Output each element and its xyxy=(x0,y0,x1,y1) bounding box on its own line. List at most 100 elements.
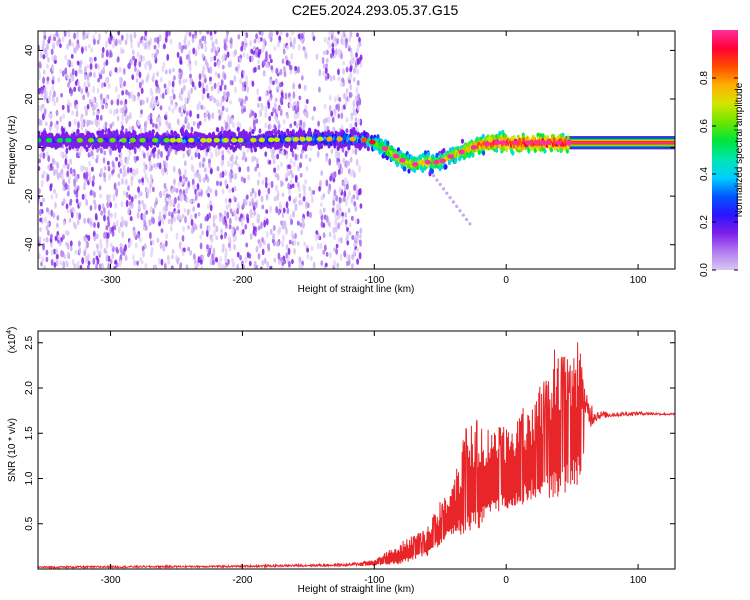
spectrogram-speckle xyxy=(299,153,303,160)
spectrogram-speckle xyxy=(226,211,230,219)
spectrogram-speckle xyxy=(338,97,342,102)
spectrogram-speckle xyxy=(64,158,68,166)
spectrogram-speckle xyxy=(312,261,316,269)
spectrogram-speckle xyxy=(121,106,125,115)
spectrogram-core-point xyxy=(493,140,501,146)
spectrogram-speckle xyxy=(356,218,360,225)
spectrogram-core-point xyxy=(411,161,419,167)
spectrogram-speckle xyxy=(268,123,272,130)
spectrogram-speckle xyxy=(352,76,356,83)
spectrogram-speckle xyxy=(55,109,59,117)
spectrogram-speckle xyxy=(89,205,93,211)
spectrogram-speckle xyxy=(63,31,67,37)
spectrogram-speckle xyxy=(156,162,160,168)
spectrogram-speckle xyxy=(341,147,345,153)
spectrogram-speckle xyxy=(235,66,238,72)
spectrogram-speckle xyxy=(278,82,282,88)
spectrogram-speckle xyxy=(315,230,319,235)
spectrogram-speckle xyxy=(194,49,198,57)
spectrogram-speckle xyxy=(87,234,91,242)
spectrogram-speckle xyxy=(154,52,157,60)
spectrogram-speckle xyxy=(435,178,439,182)
spectrogram-speckle xyxy=(42,197,45,203)
spectrogram-speckle xyxy=(350,57,354,65)
spectrogram-speckle xyxy=(246,147,250,154)
spectrogram-point xyxy=(553,145,557,151)
spectrogram-speckle xyxy=(38,158,41,164)
spectrogram-speckle xyxy=(261,259,265,266)
spectrogram-speckle xyxy=(116,115,120,122)
spectrogram-speckle xyxy=(70,89,74,94)
spectrogram-speckle xyxy=(151,208,155,215)
spectrogram-speckle xyxy=(281,58,285,64)
spectrogram-speckle xyxy=(207,67,211,74)
spectrogram-speckle xyxy=(92,97,95,104)
spectrogram-point xyxy=(430,168,435,174)
spectrogram-speckle xyxy=(289,158,293,164)
spectrogram-speckle xyxy=(54,122,57,129)
spectrogram-speckle xyxy=(90,120,94,125)
spectrogram-speckle xyxy=(174,103,177,111)
spectrogram-speckle xyxy=(165,200,169,207)
spectrogram-speckle xyxy=(113,212,117,220)
spectrogram-speckle xyxy=(294,232,297,240)
spectrogram-speckle xyxy=(216,180,219,186)
spectrogram-speckle xyxy=(235,155,239,161)
spectrogram-speckle xyxy=(354,219,358,224)
spectrogram-speckle xyxy=(181,213,185,219)
snr-y-tick-label: 1.5 xyxy=(24,426,35,440)
spectrogram-speckle xyxy=(217,61,220,69)
spectrogram-speckle xyxy=(120,201,124,208)
spectrogram-speckle xyxy=(347,207,351,214)
spectrogram-speckle xyxy=(43,265,46,269)
spectrogram-speckle xyxy=(226,114,230,122)
spectrogram-speckle xyxy=(194,213,198,219)
spectrogram-speckle xyxy=(70,212,74,219)
spectrogram-speckle xyxy=(252,49,256,55)
spectrogram-speckle xyxy=(216,99,220,107)
spectrogram-speckle xyxy=(115,108,119,114)
spectrogram-speckle xyxy=(95,158,99,164)
spectrogram-speckle xyxy=(134,194,137,200)
spectrogram-speckle xyxy=(291,258,294,265)
spectrogram-speckle xyxy=(137,95,140,101)
spectrogram-speckle xyxy=(234,160,238,166)
spectrogram-speckle xyxy=(130,42,134,49)
colorbar-ticks: 0.00.20.40.60.8 xyxy=(699,71,738,277)
spectrogram-point xyxy=(285,143,290,149)
spectrogram-speckle xyxy=(137,200,141,205)
spectrogram-speckle xyxy=(120,159,123,167)
spectrogram-speckle xyxy=(173,75,176,81)
spectrogram-speckle xyxy=(135,78,139,83)
spectrogram-speckle xyxy=(245,195,249,200)
spectrogram-speckle xyxy=(128,112,132,120)
spectrogram-speckle xyxy=(62,220,66,227)
spectrogram-speckle xyxy=(322,249,326,255)
spectrogram-speckle xyxy=(215,257,218,263)
spectrogram-speckle xyxy=(225,107,229,113)
spectrogram-speckle xyxy=(268,96,272,102)
spectrogram-speckle xyxy=(121,90,125,96)
spectrogram-speckle xyxy=(296,241,300,246)
spectrogram-speckle xyxy=(131,254,135,260)
spectrogram-speckle xyxy=(221,154,225,161)
spectrogram-speckle xyxy=(68,218,72,223)
spectrogram-speckle xyxy=(301,217,305,223)
spectrogram-speckle xyxy=(183,160,187,167)
spectrogram-speckle xyxy=(322,118,326,125)
spectrogram-speckle xyxy=(220,234,224,240)
spectrogram-speckle xyxy=(254,166,258,172)
spectrogram-speckle xyxy=(103,207,106,215)
spectrogram-speckle xyxy=(260,104,264,111)
spectrogram-speckle xyxy=(337,237,341,243)
spectrogram-speckle xyxy=(138,55,142,63)
spectrogram-speckle xyxy=(198,161,202,169)
spectrogram-speckle xyxy=(107,220,111,228)
spectrogram-speckle xyxy=(295,123,299,129)
spectrogram-speckle xyxy=(89,63,93,71)
spectrogram-point xyxy=(403,166,407,172)
spectrogram-speckle xyxy=(348,35,352,43)
spectrogram-speckle xyxy=(51,55,55,62)
spectrogram-point xyxy=(386,140,390,146)
spectrogram-speckle xyxy=(233,209,236,217)
